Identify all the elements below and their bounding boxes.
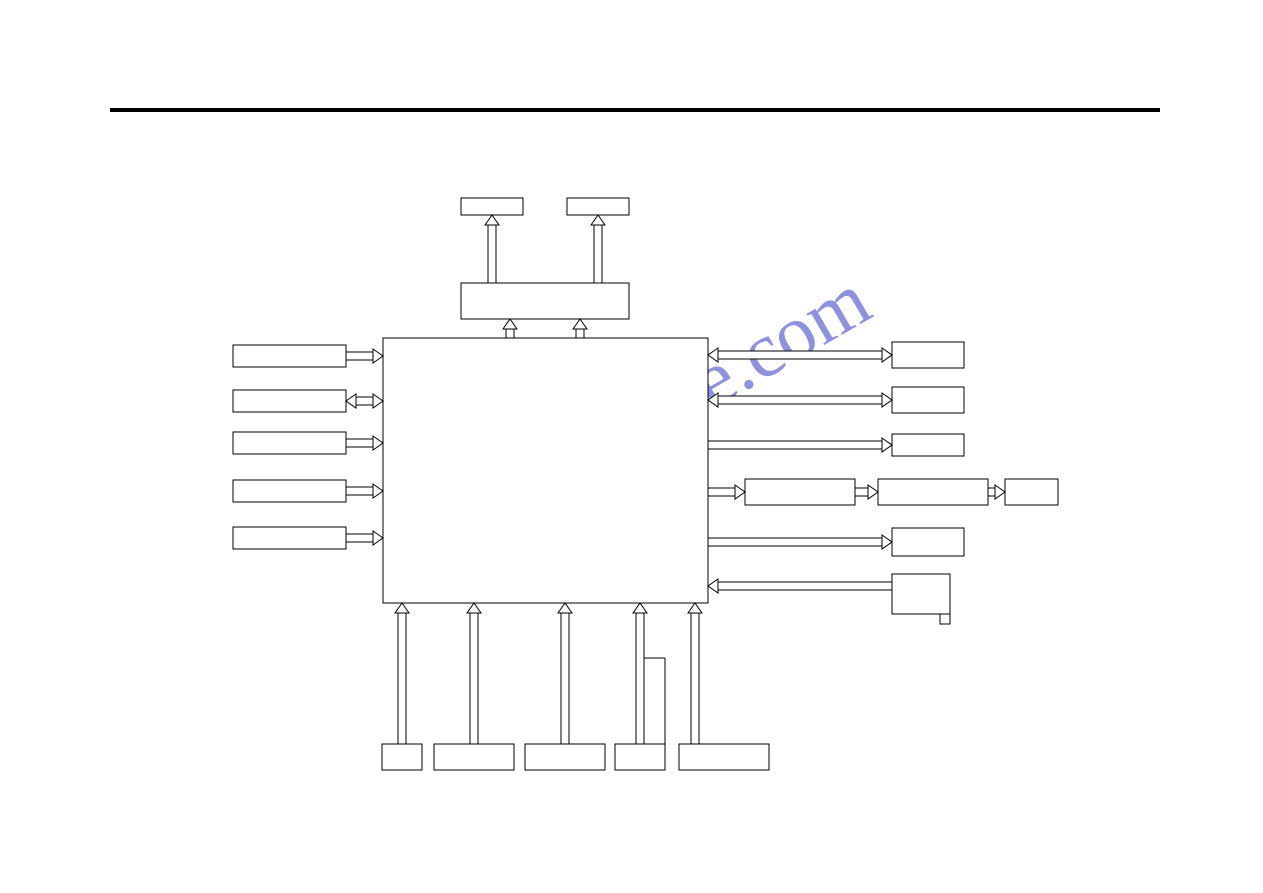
arrow-top-out1-head-u <box>485 215 499 225</box>
arrow-left-1-head-r <box>373 394 383 408</box>
arrow-bottom-0-head-u <box>395 603 409 613</box>
arrow-left-4-shaft <box>346 534 373 542</box>
arrow-right-5-shaft <box>718 582 892 590</box>
arrow-bottom-3-head-u <box>633 603 647 613</box>
right-block-1 <box>892 387 964 413</box>
arrow-right-0-head-r <box>882 348 892 362</box>
arrow-bottom-4-shaft <box>691 613 699 744</box>
arrow-chain-1-head-r <box>995 485 1005 499</box>
center-block <box>383 338 708 603</box>
arrow-left-2-head-r <box>373 436 383 450</box>
bottom-block-1 <box>434 744 514 770</box>
left-block-4 <box>233 527 346 549</box>
left-block-1 <box>233 390 346 412</box>
arrow-right-2-head-r <box>882 438 892 452</box>
top-encoder-block <box>461 283 629 319</box>
arrow-right-0-head-l <box>708 348 718 362</box>
arrow-center-enc2-head-u <box>573 319 587 329</box>
arrow-left-0-shaft <box>346 352 373 360</box>
arrow-right-5-head-l <box>708 579 718 593</box>
arrow-bottom-3-shaft <box>636 613 644 744</box>
left-block-2 <box>233 432 346 454</box>
arrow-left-0-head-r <box>373 349 383 363</box>
left-block-0 <box>233 345 346 367</box>
arrow-bottom-4-head-u <box>688 603 702 613</box>
arrow-center-enc1-shaft <box>506 329 514 338</box>
arrow-bottom-1-head-u <box>467 603 481 613</box>
arrow-bottom-2-shaft <box>561 613 569 744</box>
arrow-bottom-2-head-u <box>558 603 572 613</box>
arrow-left-2-shaft <box>346 439 373 447</box>
arrow-right-3-shaft <box>708 488 735 496</box>
right-block-2 <box>892 434 964 456</box>
arrow-left-1-head-l <box>346 394 356 408</box>
arrow-chain-0-shaft <box>855 488 868 496</box>
top-out1-block <box>461 198 523 215</box>
arrow-chain-0-head-r <box>868 485 878 499</box>
sd-card-notch <box>940 614 950 624</box>
arrow-bottom-1-shaft <box>470 613 478 744</box>
top-out2-block <box>567 198 629 215</box>
right-block-0 <box>892 342 964 368</box>
arrow-right-3-head-r <box>735 485 745 499</box>
bottom-block-2 <box>525 744 605 770</box>
arrow-top-out2-head-u <box>591 215 605 225</box>
arrow-center-enc2-shaft <box>576 329 584 338</box>
arrow-center-enc1-head-u <box>503 319 517 329</box>
arrow-right-4-head-r <box>882 535 892 549</box>
arrow-left-3-shaft <box>346 487 373 495</box>
arrow-right-1-shaft <box>718 396 882 404</box>
bottom-block-4 <box>679 744 769 770</box>
arrow-left-4-head-r <box>373 531 383 545</box>
bottom-block-3 <box>615 744 665 770</box>
bottom-block-0 <box>382 744 422 770</box>
arrow-right-1-head-l <box>708 393 718 407</box>
chain-block-3 <box>1005 479 1058 505</box>
arrow-top-out1-shaft <box>488 225 496 283</box>
arrow-right-0-shaft <box>718 351 882 359</box>
diagram-svg <box>0 0 1263 893</box>
arrow-top-out2-shaft <box>594 225 602 283</box>
chain-block-2 <box>878 479 988 505</box>
arrow-chain-1-shaft <box>988 488 995 496</box>
arrow-right-4-shaft <box>708 538 882 546</box>
chain-block-1 <box>745 479 855 505</box>
arrow-right-1-head-r <box>882 393 892 407</box>
right-block-3 <box>892 528 964 556</box>
arrow-left-3-head-r <box>373 484 383 498</box>
arrow-left-1-shaft <box>356 397 373 405</box>
arrow-right-2-shaft <box>708 441 882 449</box>
left-block-3 <box>233 480 346 502</box>
sd-card-block <box>892 574 950 614</box>
arrow-bottom-0-shaft <box>398 613 406 744</box>
